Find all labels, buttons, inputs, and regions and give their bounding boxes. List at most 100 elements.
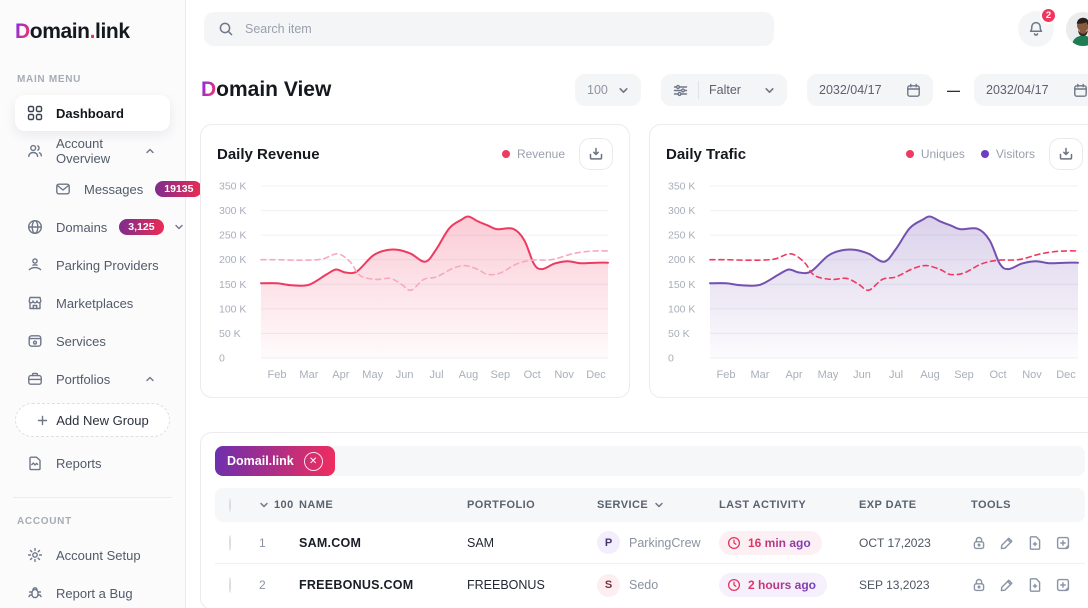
sidebar-item-report-a-bug[interactable]: Report a Bug (15, 575, 170, 608)
page-title: Domain View (201, 78, 332, 101)
sidebar-item-account-overview[interactable]: Account Overview (15, 133, 170, 169)
date-from-input[interactable]: 2032/04/17 (807, 74, 933, 106)
download-button[interactable] (579, 138, 613, 170)
row-checkbox[interactable] (229, 577, 231, 593)
sidebar-item-portfolios[interactable]: Portfolios (15, 361, 170, 397)
sidebar-item-dashboard[interactable]: Dashboard (15, 95, 170, 131)
tools-cell (971, 577, 1071, 593)
svg-text:350 K: 350 K (668, 181, 695, 193)
col-portfolio[interactable]: PORTFOLIO (467, 499, 536, 511)
row-number: 2 (259, 578, 266, 592)
col-exp-date[interactable]: EXP DATE (859, 499, 917, 511)
divider (698, 81, 699, 99)
sidebar-item-label: Reports (56, 455, 102, 471)
svg-text:Sep: Sep (954, 369, 974, 381)
sliders-icon (673, 83, 688, 98)
svg-text:Jun: Jun (396, 369, 414, 381)
page-size-value: 100 (587, 83, 608, 97)
daily-trafic-card: Daily Trafic Uniques Visitors 350 K 300 K 2… (649, 124, 1088, 398)
svg-text:250 K: 250 K (219, 230, 246, 242)
main-menu-label: MAIN MENU (17, 74, 82, 85)
globe-icon (26, 218, 44, 236)
date-to-input[interactable]: 2032/04/17 (974, 74, 1088, 106)
svg-text:300 K: 300 K (668, 205, 695, 217)
sidebar-item-label: Messages (84, 181, 144, 197)
col-service[interactable]: SERVICE (597, 499, 719, 511)
sidebar-item-marketplaces[interactable]: Marketplaces (15, 285, 170, 321)
search-input[interactable] (245, 22, 761, 36)
sidebar-item-label: Report a Bug (56, 585, 133, 601)
last-activity-pill: 2 hours ago (719, 573, 828, 597)
svg-text:Aug: Aug (459, 369, 479, 381)
rows-count-sort[interactable]: 100 (259, 499, 299, 511)
svg-text:Nov: Nov (1022, 369, 1042, 381)
storefront-icon (26, 294, 44, 312)
file-add-icon[interactable] (1027, 577, 1043, 593)
notification-badge: 2 (1040, 7, 1057, 24)
lock-icon[interactable] (971, 577, 987, 593)
chevron-down-icon (618, 85, 629, 96)
note-add-icon[interactable] (1055, 577, 1071, 593)
gear-icon (26, 546, 44, 564)
svg-text:Feb: Feb (268, 369, 287, 381)
search-box[interactable] (204, 12, 774, 46)
sidebar-item-label: Services (56, 333, 106, 349)
svg-text:Mar: Mar (299, 369, 318, 381)
domain-name[interactable]: FREEBONUS.COM (299, 578, 414, 592)
daily-revenue-card: Daily Revenue Revenue 350 K 300 K 250 K 200… (200, 124, 630, 398)
header-controls: 100 Falter 2032/04/17 — 2032/04/17 (575, 74, 1088, 106)
svg-text:150 K: 150 K (219, 279, 246, 291)
file-add-icon[interactable] (1027, 535, 1043, 551)
topbar: 2 (200, 0, 1088, 47)
sidebar-item-account-setup[interactable]: Account Setup (15, 537, 170, 573)
edit-icon[interactable] (999, 535, 1015, 551)
sidebar-item-messages[interactable]: Messages 19135 (15, 171, 203, 207)
add-new-group-button[interactable]: Add New Group (15, 403, 170, 437)
svg-text:200 K: 200 K (668, 254, 695, 266)
table-row: 1 SAM.COM SAM P ParkingCrew 16 min ago O… (215, 522, 1085, 564)
app-logo: Domain.link (15, 20, 130, 43)
add-new-group-label: Add New Group (56, 412, 149, 428)
parking-provider-icon (26, 256, 44, 274)
filter-dropdown[interactable]: Falter (661, 74, 787, 106)
sidebar-item-label: Portfolios (56, 371, 111, 387)
note-add-icon[interactable] (1055, 535, 1071, 551)
bell-icon (1027, 20, 1045, 38)
svg-text:0: 0 (219, 353, 225, 365)
svg-text:Feb: Feb (717, 369, 736, 381)
report-icon (26, 454, 44, 472)
sidebar-item-domains[interactable]: Domains 3,125 (15, 209, 183, 245)
download-button[interactable] (1049, 138, 1083, 170)
avatar[interactable] (1066, 12, 1088, 46)
select-all-checkbox[interactable] (229, 498, 231, 512)
legend-item: Visitors (980, 147, 1035, 161)
sidebar-item-parking-providers[interactable]: Parking Providers (15, 247, 170, 283)
svg-text:Dec: Dec (1056, 369, 1076, 381)
row-checkbox[interactable] (229, 534, 231, 551)
legend-item: Uniques (905, 147, 965, 161)
briefcase-icon (26, 370, 44, 388)
filter-label: Falter (709, 83, 741, 97)
chevron-up-icon[interactable] (141, 370, 159, 388)
col-last-activity[interactable]: LAST ACTIVITY (719, 499, 807, 511)
svg-text:150 K: 150 K (668, 279, 695, 291)
chevron-down-icon[interactable] (170, 218, 188, 236)
lock-icon[interactable] (971, 535, 987, 551)
edit-icon[interactable] (999, 577, 1015, 593)
close-icon[interactable]: ✕ (303, 451, 323, 471)
svg-text:Apr: Apr (785, 369, 802, 381)
col-name[interactable]: NAME (299, 499, 334, 511)
table-header-row: 100 NAME PORTFOLIO SERVICE LAST ACTIVITY… (215, 488, 1085, 522)
sidebar-item-reports[interactable]: Reports (15, 445, 170, 481)
page-header: Domain View 100 Falter 2032/04/17 — (200, 74, 1088, 106)
portfolio-name: FREEBONUS (467, 578, 545, 592)
sidebar-item-services[interactable]: Services (15, 323, 170, 359)
svg-text:100 K: 100 K (219, 303, 246, 315)
bug-icon (26, 584, 44, 602)
domain-filter-chip[interactable]: Domail.link ✕ (215, 446, 335, 476)
svg-text:Jun: Jun (853, 369, 871, 381)
domain-name[interactable]: SAM.COM (299, 535, 362, 550)
notifications-button[interactable]: 2 (1018, 7, 1057, 47)
page-size-select[interactable]: 100 (575, 74, 641, 106)
chevron-up-icon[interactable] (141, 142, 159, 160)
